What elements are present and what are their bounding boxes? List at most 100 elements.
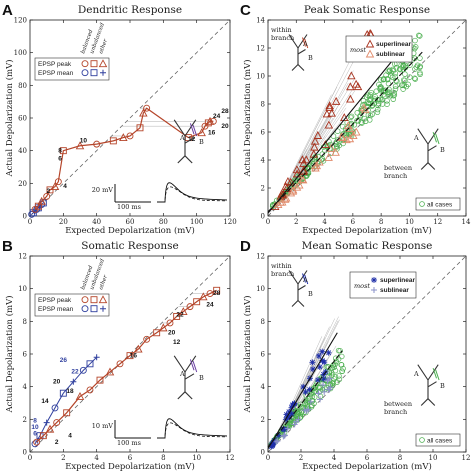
y-tick-label: 40 xyxy=(18,147,27,155)
superlinear-point xyxy=(309,366,316,373)
peak-point xyxy=(134,344,143,353)
scalebar-v-label: 10 mV xyxy=(92,422,114,430)
synapse-arrows xyxy=(302,273,309,285)
y-tick-label: 6 xyxy=(23,351,28,359)
y-tick-label: 4 xyxy=(23,383,28,391)
y-axis-label: Actual Depolarization (mV) xyxy=(4,59,15,177)
between-a: A xyxy=(413,134,419,142)
legend-marker xyxy=(98,295,108,304)
all-cases-point xyxy=(383,72,389,78)
y-tick-label: 10 xyxy=(18,285,27,293)
all-cases-point xyxy=(376,100,382,107)
all-cases-point xyxy=(372,94,378,100)
y-tick-label: 14 xyxy=(256,17,265,25)
point-label: 22 xyxy=(176,311,184,318)
fit-line-dashed xyxy=(267,350,343,448)
scalebar-v-label: 20 mV xyxy=(92,186,114,194)
mean-point xyxy=(86,360,94,368)
inset-label-b: B xyxy=(199,138,204,146)
panel-d: Mean Somatic Response D 0 2 4 6 8 10 12 0 2 4 6 8 10 12… xyxy=(240,238,470,472)
y-tick-label: 12 xyxy=(256,45,265,53)
synapse-arrows xyxy=(189,359,198,373)
peak-point xyxy=(75,392,85,400)
epsp-trace-expected xyxy=(157,422,228,439)
point-label: 20 xyxy=(53,378,61,385)
peak-point xyxy=(173,312,181,320)
peak-point xyxy=(153,329,161,337)
peak-point xyxy=(86,386,94,394)
all-cases-point xyxy=(336,376,343,383)
sublinear-point xyxy=(293,418,300,425)
connector-line xyxy=(286,121,330,191)
x-tick-label: 14 xyxy=(462,218,471,226)
sublinear-point xyxy=(326,386,333,393)
all-cases-point xyxy=(323,364,330,371)
all-cases-point xyxy=(392,86,399,92)
point-label: 16 xyxy=(208,129,216,136)
point-label: 18 xyxy=(66,388,74,395)
legend-col-header: other xyxy=(98,274,109,290)
y-tick-label: 120 xyxy=(14,17,27,25)
point-label: 20 xyxy=(168,329,176,336)
legend-marker xyxy=(365,39,375,48)
all-cases-point xyxy=(295,411,301,417)
mean-point xyxy=(31,440,39,448)
legend-marker xyxy=(365,49,375,58)
neuron-between xyxy=(417,128,439,170)
legend-box xyxy=(34,57,110,81)
point-label: 2 xyxy=(55,439,59,446)
superlinear-point xyxy=(283,411,290,418)
superlinear-point xyxy=(310,142,319,151)
all-cases-point xyxy=(401,63,407,69)
scalebar-t-label: 100 ms xyxy=(117,439,141,447)
identity-line xyxy=(29,255,231,453)
all-cases-point xyxy=(335,356,342,362)
fit-line-solid xyxy=(267,332,338,450)
peak-point xyxy=(179,307,188,315)
legend-marker xyxy=(90,296,98,304)
y-tick-label: 8 xyxy=(261,101,265,109)
sublinear-point xyxy=(273,200,283,208)
superlinear-point xyxy=(309,359,316,366)
peak-point xyxy=(105,367,115,376)
sublinear-point xyxy=(315,157,324,166)
sublinear-point xyxy=(324,152,333,161)
y-tick-label: 100 xyxy=(14,49,27,57)
all-cases-point xyxy=(412,37,418,44)
y-tick-label: 2 xyxy=(261,185,265,193)
between-b: B xyxy=(440,146,445,154)
y-tick-label: 12 xyxy=(18,253,27,261)
peak-point xyxy=(63,409,71,417)
identity-line xyxy=(29,19,231,217)
all-cases-point xyxy=(385,68,392,75)
x-tick-label: 0 xyxy=(266,454,270,462)
sublinear-point xyxy=(352,127,361,136)
x-tick-label: 8 xyxy=(161,454,165,462)
all-cases-point xyxy=(381,88,387,95)
legend-box-green xyxy=(415,433,461,447)
superlinear-point xyxy=(269,441,276,448)
peak-point xyxy=(193,298,201,306)
superlinear-point xyxy=(300,383,307,390)
x-tick-label: 6 xyxy=(128,454,133,462)
inset-label-b: B xyxy=(199,374,204,382)
x-tick-label: 0 xyxy=(266,218,270,226)
epsp-trace-actual xyxy=(157,418,228,439)
between-label-2: branch xyxy=(384,408,407,416)
sublinear-point xyxy=(326,375,333,382)
x-tick-label: 2 xyxy=(294,218,298,226)
y-axis-label: Actual Depolarization (mV) xyxy=(242,295,253,413)
all-cases-point xyxy=(378,88,385,94)
legend-marker xyxy=(371,287,377,293)
x-tick-label: 12 xyxy=(226,454,235,462)
panel-a: Dendritic Response A 0 20 40 60 80 100 120 0 20 40 6… xyxy=(2,2,237,236)
x-tick-label: 80 xyxy=(159,218,168,226)
peak-point xyxy=(143,104,151,112)
all-cases-point xyxy=(332,361,338,367)
superlinear-point xyxy=(320,376,327,383)
superlinear-point xyxy=(325,349,332,356)
epsp-trace-actual xyxy=(157,182,228,203)
peak-point xyxy=(39,432,47,440)
panel-c: Peak Somatic Response C 0 2 4 6 8 10 12 14 0 2 4 6 8 10… xyxy=(240,2,471,236)
y-tick-label: 0 xyxy=(261,449,265,457)
